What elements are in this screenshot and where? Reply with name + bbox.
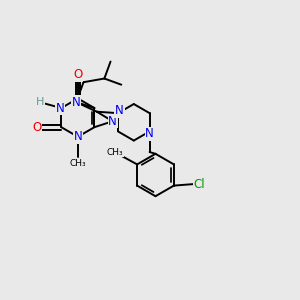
Text: N: N: [108, 115, 117, 128]
Text: O: O: [32, 121, 41, 134]
Text: N: N: [56, 101, 64, 115]
Text: N: N: [72, 96, 81, 109]
Text: Cl: Cl: [194, 178, 205, 190]
Text: H: H: [36, 97, 44, 107]
Text: N: N: [145, 127, 154, 140]
Text: CH₃: CH₃: [70, 159, 86, 168]
Text: CH₃: CH₃: [107, 148, 123, 157]
Text: N: N: [74, 130, 82, 143]
Text: O: O: [73, 68, 83, 81]
Text: N: N: [115, 104, 124, 117]
